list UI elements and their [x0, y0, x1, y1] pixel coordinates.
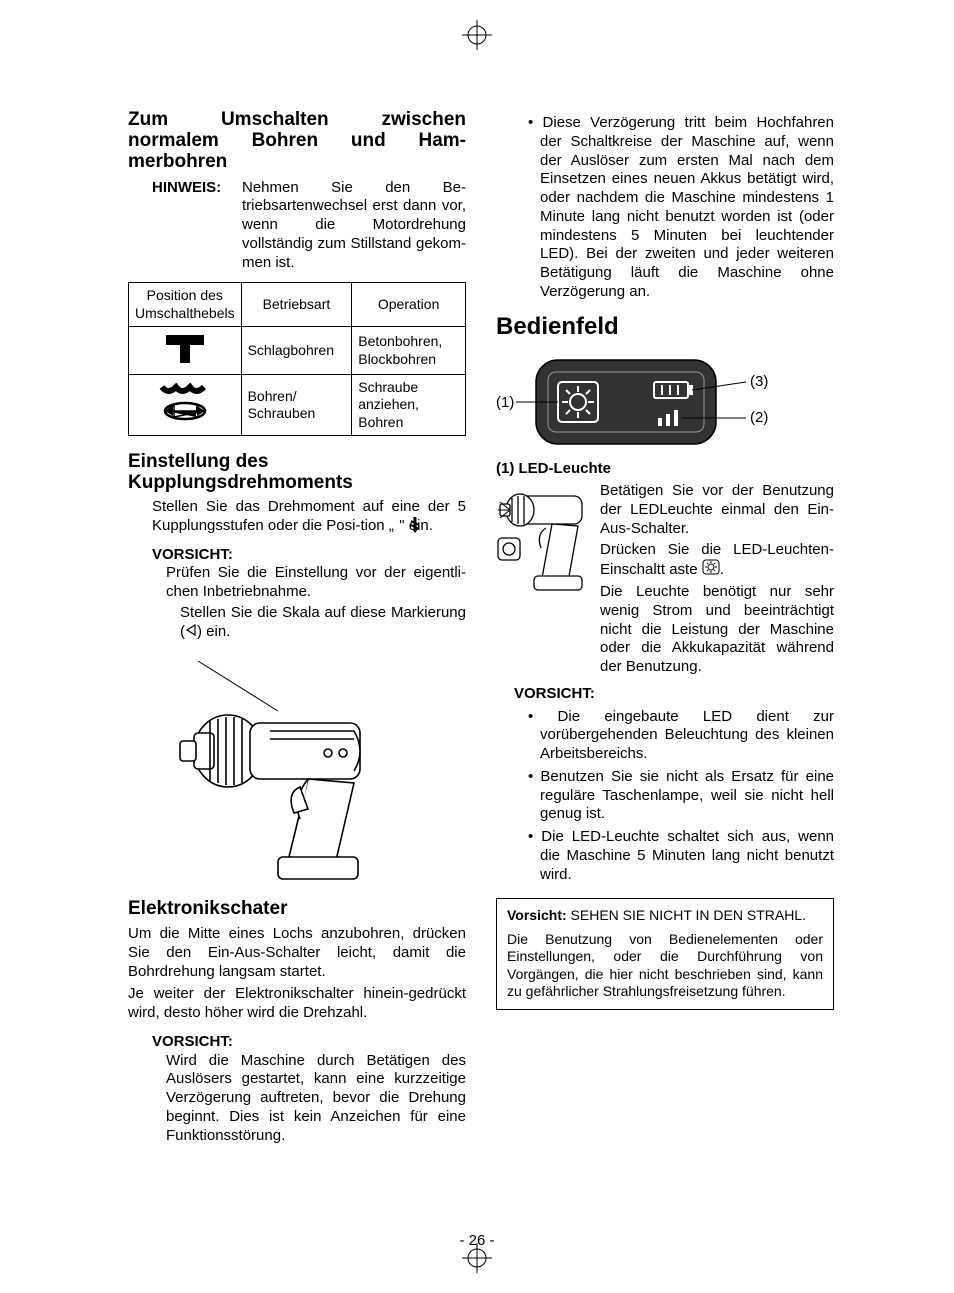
drill-illustration: [158, 661, 428, 881]
paragraph: Die Leuchte benötigt nur sehr wenig Stro…: [600, 583, 834, 677]
note-text: Nehmen Sie den Be-triebsartenwechsel ers…: [242, 179, 466, 273]
hammer-icon-cell: [129, 327, 242, 375]
heading-line: Kupplungsdrehmoments: [128, 472, 353, 493]
small-drill-illustration: [496, 482, 592, 592]
crop-mark-top: [462, 20, 492, 50]
table-cell: Schraube anziehen, Bohren: [352, 374, 466, 436]
table-cell: Bohren/ Schrauben: [241, 374, 352, 436]
section-heading-electronic-switch: Elektronikschater: [128, 897, 466, 921]
table-header-row: Position des Umschalthebels Betriebsart …: [129, 283, 466, 327]
led-row: Betätigen Sie vor der Benutzung der LEDL…: [496, 482, 834, 677]
table-cell: Schlagbohren: [241, 327, 352, 375]
hammer-mode-icon: [160, 331, 210, 365]
triangle-left-icon: [185, 623, 197, 642]
paragraph: Je weiter der Elektronikschalter hinein-…: [128, 985, 466, 1023]
bullet-item: Die eingebaute LED dient zur vorübergehe…: [528, 708, 834, 764]
paragraph: Betätigen Sie vor der Benutzung der LEDL…: [600, 482, 834, 538]
heading-line: normalem Bohren und Ham-: [128, 130, 466, 151]
drill-bit-inline-icon: [409, 517, 421, 534]
bullet-item: Die LED-Leuchte schaltet sich aus, wenn …: [528, 828, 834, 884]
text: SEHEN SIE NICHT IN DEN STRAHL.: [567, 907, 806, 923]
bullet-item: Diese Verzögerung tritt beim Hochfahren …: [528, 114, 834, 302]
warning-body: Die Benutzung von Bedienelementen oder E…: [507, 931, 823, 1001]
warning-title: Vorsicht: SEHEN SIE NICHT IN DEN STRAHL.: [507, 907, 823, 925]
caution-text: Prüfen Sie die Einstellung vor der eigen…: [166, 564, 466, 602]
note-block: HINWEIS: Nehmen Sie den Be-triebsartenwe…: [152, 179, 466, 273]
manual-page: Zum Umschalten zwischen normalem Bohren …: [0, 0, 954, 1293]
table-header: Operation: [352, 283, 466, 327]
drill-screw-mode-icon: [156, 383, 214, 423]
caution-label: VORSICHT:: [514, 685, 834, 704]
heading-line: Einstellung des: [128, 451, 268, 472]
drill-screw-icon-cell: [129, 374, 242, 436]
svg-text:(2): (2): [750, 409, 768, 426]
paragraph: Um die Mitte eines Lochs anzubohren, drü…: [128, 925, 466, 981]
led-paragraph-block: Betätigen Sie vor der Benutzung der LEDL…: [600, 482, 834, 677]
caution-text: Wird die Maschine durch Betätigen des Au…: [166, 1052, 466, 1146]
left-column: Zum Umschalten zwischen normalem Bohren …: [128, 110, 466, 1145]
table-header: Position des Umschalthebels: [129, 283, 242, 327]
section-heading-panel: Bedienfeld: [496, 312, 834, 342]
right-column: Diese Verzögerung tritt beim Hochfahren …: [496, 110, 834, 1145]
paragraph: Drücken Sie die LED-Leuchten-Einschaltt …: [600, 541, 834, 582]
heading-line: Zum Umschalten zwischen: [128, 109, 466, 130]
table-row: Schlagbohren Betonbohren, Blockbohren: [129, 327, 466, 375]
text: Vorsicht:: [507, 907, 567, 923]
table-cell: Betonbohren, Blockbohren: [352, 327, 466, 375]
svg-text:(3): (3): [750, 373, 768, 390]
section-heading-switch-mode: Zum Umschalten zwischen normalem Bohren …: [128, 110, 466, 173]
svg-text:(1): (1): [496, 394, 514, 411]
bullet-item: Benutzen Sie sie nicht als Ersatz für ei…: [528, 768, 834, 824]
caution-label: VORSICHT:: [152, 546, 466, 565]
caution-label: VORSICHT:: [152, 1033, 466, 1052]
control-panel-illustration: (1) (3) (2): [496, 352, 796, 452]
crop-mark-bottom: [462, 1243, 492, 1273]
warning-box: Vorsicht: SEHEN SIE NICHT IN DEN STRAHL.…: [496, 898, 834, 1010]
led-heading: (1) LED-Leuchte: [496, 460, 834, 479]
caution-subtext: Stellen Sie die Skala auf diese Markieru…: [180, 604, 466, 642]
mode-table: Position des Umschalthebels Betriebsart …: [128, 282, 466, 436]
sun-button-icon: [702, 559, 720, 581]
text: .: [720, 561, 724, 578]
two-column-layout: Zum Umschalten zwischen normalem Bohren …: [128, 110, 834, 1145]
text: ) ein.: [197, 623, 230, 640]
heading-line: merbohren: [128, 152, 227, 173]
section-heading-clutch-torque: Einstellung des Kupplungsdrehmoments: [128, 452, 466, 494]
note-label: HINWEIS:: [152, 179, 236, 198]
table-row: Bohren/ Schrauben Schraube anziehen, Boh…: [129, 374, 466, 436]
clutch-paragraph: Stellen Sie das Drehmoment auf eine der …: [152, 498, 466, 536]
table-header: Betriebsart: [241, 283, 352, 327]
